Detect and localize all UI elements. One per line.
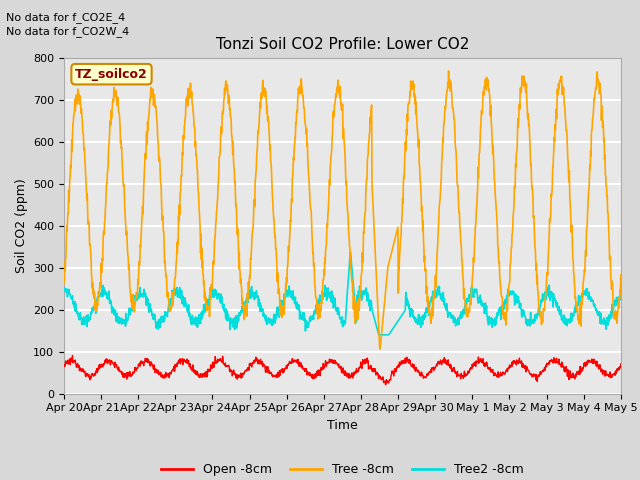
Open -8cm xyxy=(68,353,76,359)
Tree -8cm xyxy=(552,127,559,132)
Tree -8cm xyxy=(184,103,191,109)
Open -8cm xyxy=(184,360,192,365)
Open -8cm xyxy=(552,357,559,362)
Tree2 -8cm xyxy=(246,290,254,296)
Tree -8cm xyxy=(429,313,437,319)
Open -8cm xyxy=(381,382,389,387)
Tree -8cm xyxy=(60,281,68,287)
Text: No data for f_CO2W_4: No data for f_CO2W_4 xyxy=(6,26,130,37)
Tree2 -8cm xyxy=(617,289,625,295)
Tree -8cm xyxy=(376,346,384,352)
Open -8cm xyxy=(246,363,254,369)
Tree -8cm xyxy=(170,287,178,292)
Tree2 -8cm xyxy=(184,305,191,311)
Tree -8cm xyxy=(445,68,452,74)
Tree -8cm xyxy=(246,275,254,281)
Y-axis label: Soil CO2 (ppm): Soil CO2 (ppm) xyxy=(15,178,28,273)
Tree -8cm xyxy=(502,317,510,323)
Text: TZ_soilco2: TZ_soilco2 xyxy=(75,68,148,81)
Tree2 -8cm xyxy=(375,332,383,338)
Tree -8cm xyxy=(617,272,625,278)
Line: Tree2 -8cm: Tree2 -8cm xyxy=(64,252,621,335)
Tree2 -8cm xyxy=(552,298,559,304)
Tree2 -8cm xyxy=(346,249,354,255)
Text: No data for f_CO2E_4: No data for f_CO2E_4 xyxy=(6,12,125,23)
Open -8cm xyxy=(502,367,510,373)
Title: Tonzi Soil CO2 Profile: Lower CO2: Tonzi Soil CO2 Profile: Lower CO2 xyxy=(216,37,469,52)
Tree2 -8cm xyxy=(170,291,178,297)
X-axis label: Time: Time xyxy=(327,419,358,432)
Tree2 -8cm xyxy=(60,287,68,292)
Line: Open -8cm: Open -8cm xyxy=(64,356,621,384)
Tree2 -8cm xyxy=(429,295,437,300)
Open -8cm xyxy=(60,364,68,370)
Open -8cm xyxy=(617,361,625,367)
Open -8cm xyxy=(429,364,437,370)
Tree2 -8cm xyxy=(502,301,510,307)
Legend: Open -8cm, Tree -8cm, Tree2 -8cm: Open -8cm, Tree -8cm, Tree2 -8cm xyxy=(156,458,529,480)
Open -8cm xyxy=(171,369,179,374)
Line: Tree -8cm: Tree -8cm xyxy=(64,71,621,349)
